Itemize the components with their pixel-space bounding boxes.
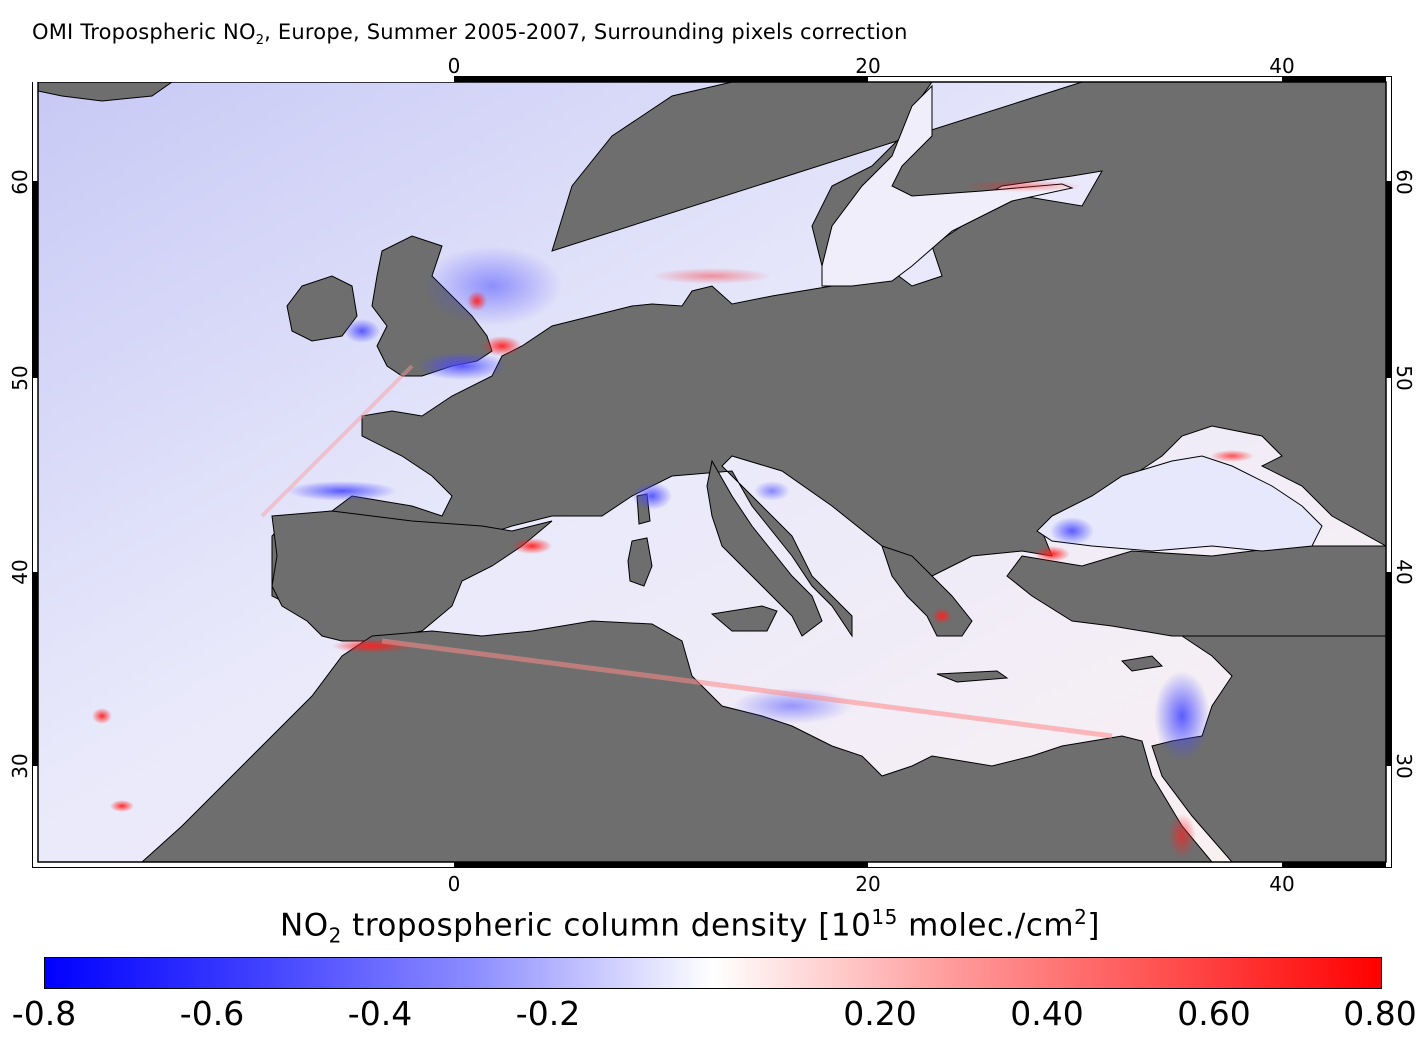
lat-tick-left-40: 40: [8, 559, 32, 585]
axis-bar-bottom-3: [1282, 862, 1386, 868]
anomaly-irish-sea: [344, 319, 380, 343]
land-sardinia: [627, 537, 653, 587]
baltic-sea: [821, 84, 1074, 287]
cb-title-unit: molec./cm: [897, 907, 1075, 944]
axis-bar-right-1: [1386, 181, 1392, 378]
axis-bar-top-3: [1282, 76, 1386, 82]
lat-tick-right-50: 50: [1392, 365, 1416, 391]
land-iberia: [271, 510, 553, 642]
axis-bar-left-2: [32, 572, 38, 766]
land-crete: [936, 670, 1009, 683]
colorbar-tick-4: -0.2: [515, 994, 581, 1033]
anomaly-ligurian: [632, 482, 672, 510]
no2-anomalies: [92, 180, 1254, 858]
anomaly-canary: [92, 708, 112, 724]
anomaly-athens: [932, 608, 952, 624]
colorbar: [44, 957, 1382, 989]
axis-bar-bottom-2: [454, 862, 868, 868]
anomaly-kattegat: [652, 268, 772, 284]
anomaly-north-sea: [422, 246, 562, 326]
land-cyprus: [1120, 655, 1164, 672]
lon-tick-bottom-0: 0: [447, 872, 461, 896]
anomaly-thames: [467, 291, 487, 311]
axis-bar-top-1: [32, 76, 454, 82]
axis-bar-top-2: [454, 76, 868, 82]
lon-tick-bottom-20: 20: [855, 872, 881, 896]
colorbar-tick-1: -0.8: [11, 994, 77, 1033]
title-subscript: 2: [255, 33, 265, 49]
shipping-lane-med: [381, 638, 1113, 739]
lat-tick-left-60: 60: [8, 169, 32, 195]
lon-tick-top-20: 20: [855, 54, 881, 78]
colorbar-title: NO2 tropospheric column density [1015 mo…: [280, 905, 1100, 948]
title-prefix: OMI Tropospheric NO: [32, 20, 256, 44]
lat-tick-right-60: 60: [1392, 169, 1416, 195]
anomaly-levant: [1154, 671, 1210, 761]
cb-title-close: ]: [1087, 907, 1100, 944]
anomaly-canary-2: [110, 800, 134, 812]
title-suffix: , Europe, Summer 2005-2007, Surrounding …: [264, 20, 908, 44]
land-italy: [706, 459, 823, 637]
anomaly-istanbul: [1034, 546, 1070, 562]
cb-title-sup: 15: [871, 905, 898, 929]
lon-tick-top-40: 40: [1269, 54, 1295, 78]
land-sicily: [710, 605, 778, 632]
anomaly-finland-gulf: [962, 180, 1082, 192]
colorbar-tick-8: 0.80: [1343, 994, 1417, 1033]
cb-title-rest: tropospheric column density [10: [341, 907, 872, 944]
shipping-lane-atlantic: [260, 364, 414, 518]
map-area: [32, 76, 1392, 868]
cb-title-sub: 2: [328, 923, 342, 948]
anomaly-adriatic: [754, 481, 790, 501]
anomaly-rotterdam: [482, 336, 522, 356]
lat-tick-left-30: 30: [8, 753, 32, 779]
colorbar-tick-5: 0.20: [843, 994, 917, 1033]
lat-tick-right-30: 30: [1392, 753, 1416, 779]
colorbar-tick-3: -0.4: [347, 994, 413, 1033]
anomaly-barcelona: [512, 538, 552, 554]
axis-bar-right-2: [1386, 572, 1392, 766]
axis-bars: [32, 76, 1392, 868]
lat-tick-left-50: 50: [8, 365, 32, 391]
map-title: OMI Tropospheric NO2, Europe, Summer 200…: [32, 20, 908, 48]
anomaly-biscay: [287, 481, 397, 501]
lat-tick-right-40: 40: [1392, 559, 1416, 585]
colorbar-tick-7: 0.60: [1177, 994, 1251, 1033]
cb-title-sup2: 2: [1074, 905, 1088, 929]
anomaly-suez: [1168, 814, 1196, 858]
lon-tick-top-0: 0: [447, 54, 461, 78]
lon-tick-bottom-40: 40: [1269, 872, 1295, 896]
anomaly-crimea: [1210, 450, 1254, 462]
anomaly-channel: [417, 352, 507, 380]
anomaly-west-black-sea: [1050, 517, 1094, 545]
axis-bar-left-1: [32, 181, 38, 378]
cb-title-main: NO: [280, 907, 329, 944]
colorbar-tick-6: 0.40: [1010, 994, 1084, 1033]
map-canvas: [32, 76, 1392, 868]
colorbar-tick-2: -0.6: [179, 994, 245, 1033]
land-ireland: [286, 275, 358, 342]
